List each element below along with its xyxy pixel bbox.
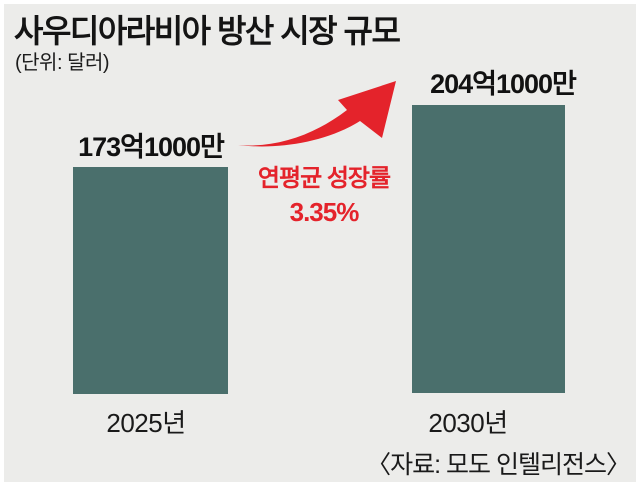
chart-title: 사우디아라비아 방산 시장 규모 xyxy=(14,13,401,49)
growth-annotation: 연평균 성장률 3.35% xyxy=(219,162,429,228)
growth-annotation-label: 연평균 성장률 xyxy=(257,165,391,192)
growth-arrow-icon xyxy=(238,81,396,147)
bar-2025 xyxy=(73,167,228,394)
bar-value-2025: 173억1000만 xyxy=(78,132,225,162)
unit-label: (단위: 달러) xyxy=(15,52,110,74)
bar-2030 xyxy=(412,105,565,393)
infographic-panel: 사우디아라비아 방산 시장 규모 (단위: 달러) 173억1000만 204억… xyxy=(4,4,636,482)
category-label-2030: 2030년 xyxy=(428,408,508,438)
bar-value-2030: 204억1000만 xyxy=(430,69,577,99)
growth-arrow-shape xyxy=(238,81,396,147)
source-credit: 〈자료: 모도 인텔리전스〉 xyxy=(366,451,631,479)
growth-annotation-rate: 3.35% xyxy=(289,197,360,227)
category-label-2025: 2025년 xyxy=(106,408,186,438)
